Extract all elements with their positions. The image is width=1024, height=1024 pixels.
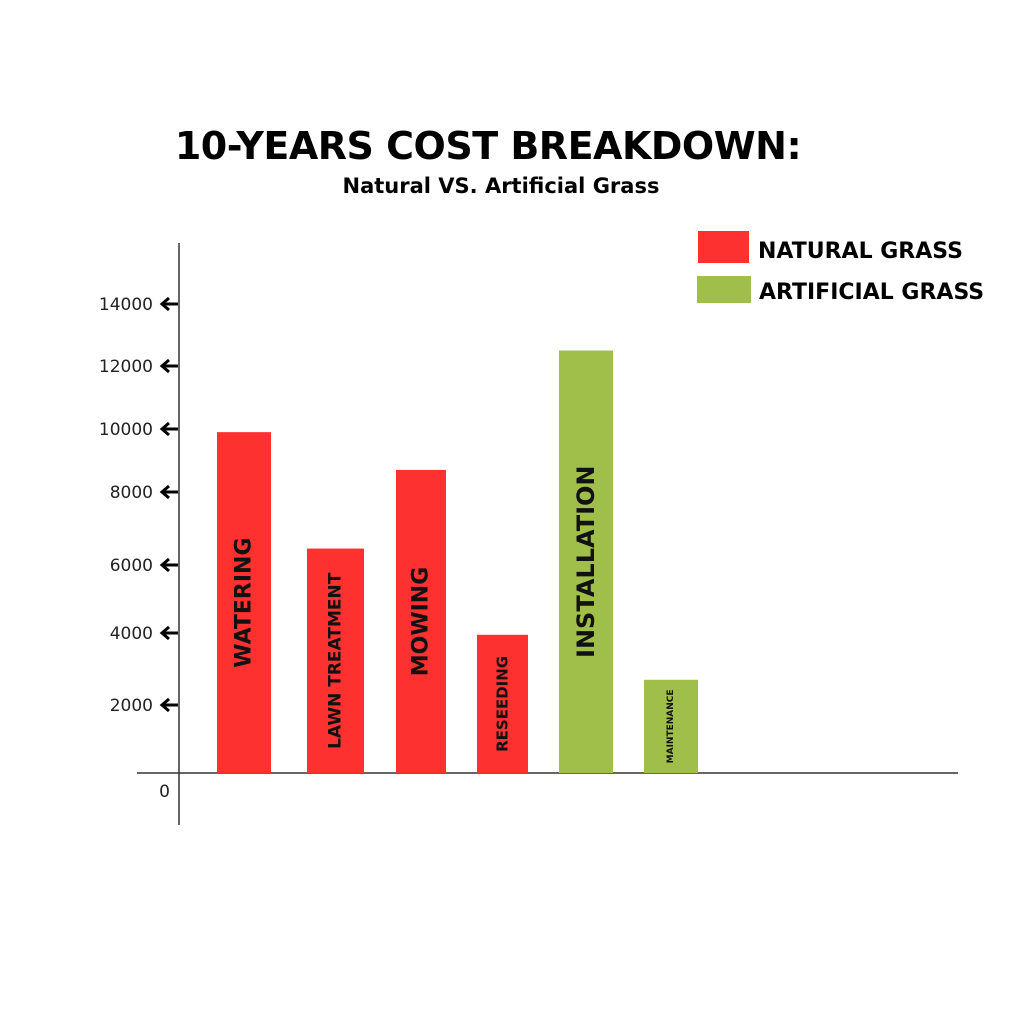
bar-label: MOWING (409, 567, 434, 677)
y-tick-label: 10000 (99, 420, 153, 440)
legend-swatch (697, 276, 751, 303)
arrow-left-icon (159, 296, 178, 312)
chart-subtitle: Natural VS. Artificial Grass (342, 174, 660, 198)
bar (477, 634, 528, 773)
legend-label: ARTIFICIAL GRASS (759, 280, 984, 305)
arrow-left-icon (159, 625, 178, 641)
bar (644, 679, 698, 773)
bar (396, 469, 446, 773)
y-tick-label: 2000 (110, 696, 153, 716)
arrow-left-icon (159, 697, 178, 713)
arrow-left-icon (159, 484, 178, 500)
legend-swatch (698, 231, 749, 263)
y-tick-label: 8000 (110, 483, 153, 503)
bar-label: LAWN TREATMENT (326, 572, 346, 749)
arrow-left-icon (159, 421, 178, 437)
y-tick-label: 12000 (99, 357, 153, 377)
bar-label: RESEEDING (494, 656, 512, 752)
y-tick-label: 4000 (110, 624, 153, 644)
bar-label: WATERING (232, 537, 257, 667)
y-tick-label: 6000 (110, 556, 153, 576)
chart-title: 10-YEARS COST BREAKDOWN: (174, 124, 802, 168)
y-tick-label: 0 (159, 782, 170, 802)
y-tick-label: 14000 (99, 295, 153, 315)
arrow-left-icon (159, 358, 178, 374)
bar (559, 350, 613, 773)
bar (217, 432, 271, 773)
bar (307, 548, 364, 773)
arrow-left-icon (159, 557, 178, 573)
legend-label: NATURAL GRASS (758, 239, 963, 264)
bar-label: MAINTENANCE (666, 689, 676, 763)
bar-label: INSTALLATION (572, 466, 600, 658)
